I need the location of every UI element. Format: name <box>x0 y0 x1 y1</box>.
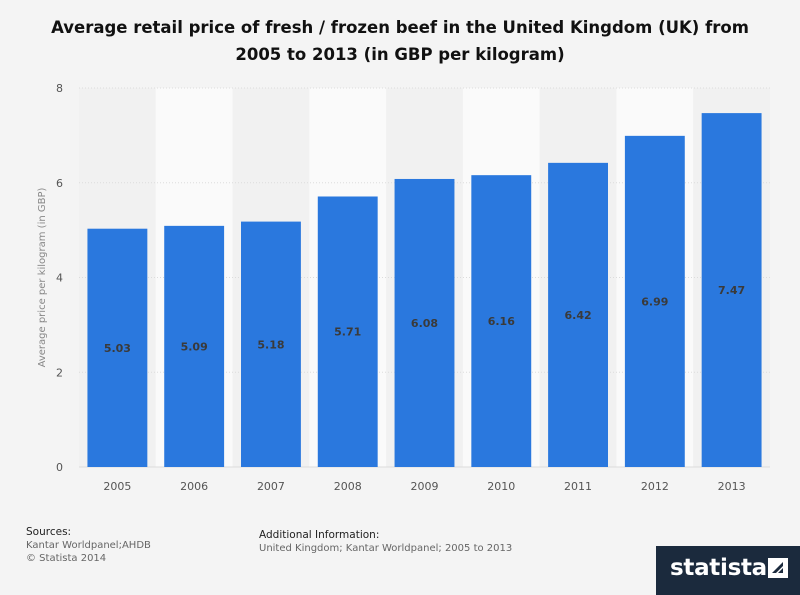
statista-logo[interactable]: statista <box>656 546 800 595</box>
sources-label: Sources: <box>26 526 72 538</box>
x-tick-label: 2009 <box>411 480 439 493</box>
y-tick-label: 0 <box>56 461 63 474</box>
y-tick-label: 4 <box>56 272 63 285</box>
x-tick-label: 2005 <box>103 480 131 493</box>
statista-logo-icon <box>768 558 788 578</box>
bar-value-label: 7.47 <box>718 284 745 297</box>
bar-value-label: 5.03 <box>104 342 131 355</box>
bar[interactable] <box>87 228 148 467</box>
chart-title-line-2: 2005 to 2013 (in GBP per kilogram) <box>235 45 565 64</box>
x-tick-label: 2007 <box>257 480 285 493</box>
sources-line-1: Kantar Worldpanel;AHDB <box>26 540 151 551</box>
x-tick-label: 2010 <box>487 480 515 493</box>
bar[interactable] <box>624 135 685 467</box>
x-tick-label: 2012 <box>641 480 669 493</box>
additional-info-label: Additional Information: <box>259 529 380 541</box>
y-axis-label: Average price per kilogram (in GBP) <box>37 187 48 367</box>
bar[interactable] <box>394 178 455 467</box>
bar-value-label: 6.99 <box>641 295 668 308</box>
statista-logo-text: statista <box>670 555 767 581</box>
bar-value-label: 6.42 <box>564 309 591 322</box>
bar-value-label: 6.08 <box>411 317 438 330</box>
bar[interactable] <box>471 175 532 468</box>
bar[interactable] <box>701 113 762 467</box>
chart-title: Average retail price of fresh / frozen b… <box>20 14 780 68</box>
bar[interactable] <box>317 196 378 467</box>
chart-title-line-1: Average retail price of fresh / frozen b… <box>51 18 749 37</box>
bar[interactable] <box>241 221 301 467</box>
bar-value-label: 5.18 <box>257 338 284 351</box>
bar-chart: 0 2 4 6 8 Average price per kilogram (in GBP)… <box>37 82 770 493</box>
x-tick-label: 2013 <box>718 480 746 493</box>
sources-block: Sources: Kantar Worldpanel;AHDB © Statis… <box>26 526 151 565</box>
bar-value-label: 5.09 <box>181 340 208 353</box>
additional-info-block: Additional Information: United Kingdom; … <box>259 529 512 555</box>
y-tick-label: 6 <box>56 177 63 190</box>
sources-line-2: © Statista 2014 <box>26 553 107 564</box>
bar[interactable] <box>548 162 608 468</box>
bar[interactable] <box>164 225 225 467</box>
bar-value-label: 5.71 <box>334 326 361 339</box>
y-tick-label: 2 <box>56 366 63 379</box>
x-tick-label: 2011 <box>564 480 592 493</box>
y-tick-label: 8 <box>56 82 63 95</box>
x-tick-label: 2006 <box>180 480 208 493</box>
bar-value-label: 6.16 <box>488 315 515 328</box>
additional-info-text: United Kingdom; Kantar Worldpanel; 2005 … <box>259 543 513 554</box>
x-tick-label: 2008 <box>334 480 362 493</box>
